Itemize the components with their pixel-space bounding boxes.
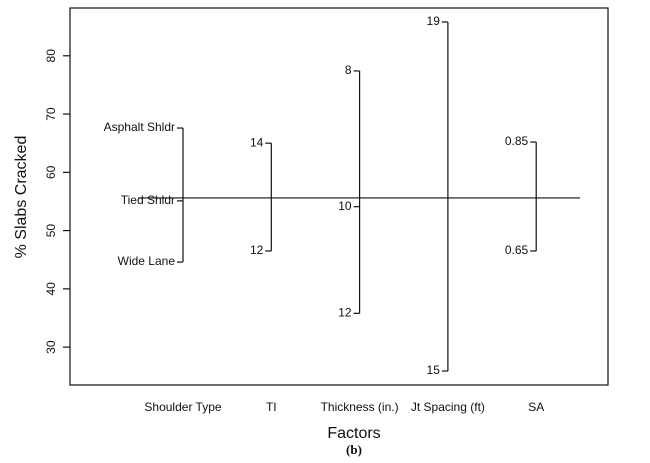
x-tick-label: Shoulder Type [144, 400, 221, 414]
level-label: 0.85 [505, 134, 529, 148]
level-label: 8 [345, 63, 352, 77]
x-axis-label: Factors [327, 425, 380, 442]
level-label: 0.65 [505, 243, 529, 257]
level-label: 15 [427, 363, 441, 377]
level-label: 12 [250, 243, 264, 257]
x-tick-label: SA [528, 400, 544, 414]
x-tick-label: Jt Spacing (ft) [411, 400, 485, 414]
level-label: Asphalt Shldr [104, 120, 175, 134]
level-label: 12 [338, 306, 352, 320]
level-label: Wide Lane [118, 254, 176, 268]
level-label: 10 [338, 199, 352, 213]
caption: (b) [346, 442, 362, 457]
y-tick-label: 60 [44, 165, 58, 179]
level-label: Tied Shldr [121, 193, 175, 207]
y-tick-label: 40 [44, 282, 58, 296]
y-tick-label: 70 [44, 107, 58, 121]
y-axis-label: % Slabs Cracked [13, 136, 30, 259]
x-tick-label: TI [266, 400, 277, 414]
x-tick-label: Thickness (in.) [321, 400, 399, 414]
y-tick-label: 30 [44, 340, 58, 354]
plot-frame [69, 7, 609, 386]
y-tick-label: 80 [44, 49, 58, 63]
level-label: 19 [427, 14, 441, 28]
level-label: 14 [250, 135, 264, 149]
y-tick-label: 50 [44, 224, 58, 238]
